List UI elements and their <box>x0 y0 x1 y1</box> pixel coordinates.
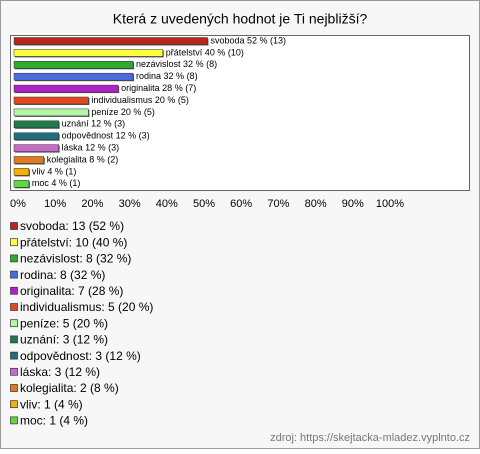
legend-label: vliv: 1 (4 %) <box>20 397 83 411</box>
legend-label: svoboda: 13 (52 %) <box>20 219 124 233</box>
legend-swatch <box>10 254 18 263</box>
legend-swatch <box>10 286 18 295</box>
x-tick-label: 20% <box>81 198 103 210</box>
value-label: přátelství 40 % (10) <box>166 47 244 57</box>
bar <box>13 132 59 140</box>
x-tick-label: 40% <box>156 198 178 210</box>
legend-swatch <box>10 400 18 409</box>
legend-swatch <box>10 351 18 360</box>
legend-label: odpovědnost: 3 (12 %) <box>20 349 141 363</box>
bar <box>13 96 89 105</box>
value-label: uznání 12 % (3) <box>62 119 126 129</box>
bar <box>13 168 30 176</box>
value-label: svoboda 52 % (13) <box>210 35 286 45</box>
bar <box>13 72 134 81</box>
legend-label: originalita: 7 (28 %) <box>20 284 123 298</box>
bar <box>13 156 45 164</box>
value-label: moc 4 % (1) <box>32 178 81 188</box>
legend-swatch <box>10 416 18 425</box>
legend-label: peníze: 5 (20 %) <box>20 316 108 330</box>
x-tick-label: 30% <box>119 198 141 210</box>
value-label: kolegialita 8 % (2) <box>47 154 119 164</box>
x-tick-label: 80% <box>305 198 327 210</box>
bar <box>13 144 59 152</box>
x-tick-label: 10% <box>44 198 66 210</box>
legend-swatch <box>10 222 18 230</box>
value-label: individualismus 20 % (5) <box>91 95 189 105</box>
x-tick-label: 70% <box>267 198 289 210</box>
source: zdroj: https://skejtacka-mladez.vyplnto.… <box>270 432 470 444</box>
legend-swatch <box>10 303 18 311</box>
bar <box>13 180 30 188</box>
x-tick-label: 90% <box>342 198 364 210</box>
legend-label: nezávislost: 8 (32 %) <box>20 252 131 266</box>
bar <box>13 108 89 117</box>
value-label: peníze 20 % (5) <box>91 107 155 117</box>
value-label: originalita 28 % (7) <box>121 83 196 93</box>
legend-swatch <box>10 384 18 392</box>
legend-swatch <box>10 319 18 328</box>
legend-label: uznání: 3 (12 %) <box>20 333 108 347</box>
value-label: nezávislost 32 % (8) <box>136 59 217 69</box>
legend-label: individualismus: 5 (20 %) <box>20 300 153 314</box>
bar <box>13 84 119 93</box>
value-label: odpovědnost 12 % (3) <box>62 131 150 141</box>
chart-title: Která z uvedených hodnot je Ti nejbližší… <box>113 11 368 27</box>
legend-swatch <box>10 270 18 279</box>
legend-label: láska: 3 (12 %) <box>20 365 100 379</box>
legend-label: přátelství: 10 (40 %) <box>20 235 127 249</box>
legend-swatch <box>10 238 18 247</box>
x-tick-label: 100% <box>376 198 404 210</box>
value-label: vliv 4 % (1) <box>32 166 77 176</box>
legend-swatch <box>10 367 18 376</box>
legend-label: kolegialita: 2 (8 %) <box>20 381 119 395</box>
bar <box>13 120 59 129</box>
bar <box>13 49 164 57</box>
x-tick-label: 50% <box>193 198 215 210</box>
legend-label: rodina: 8 (32 %) <box>20 268 105 282</box>
bar <box>13 37 208 45</box>
x-tick-label: 0% <box>10 198 26 210</box>
bar <box>13 61 134 69</box>
value-label: láska 12 % (3) <box>62 142 120 152</box>
legend-swatch <box>10 335 18 344</box>
x-tick-label: 60% <box>230 198 252 210</box>
value-label: rodina 32 % (8) <box>136 71 198 81</box>
legend-label: moc: 1 (4 %) <box>20 414 88 428</box>
